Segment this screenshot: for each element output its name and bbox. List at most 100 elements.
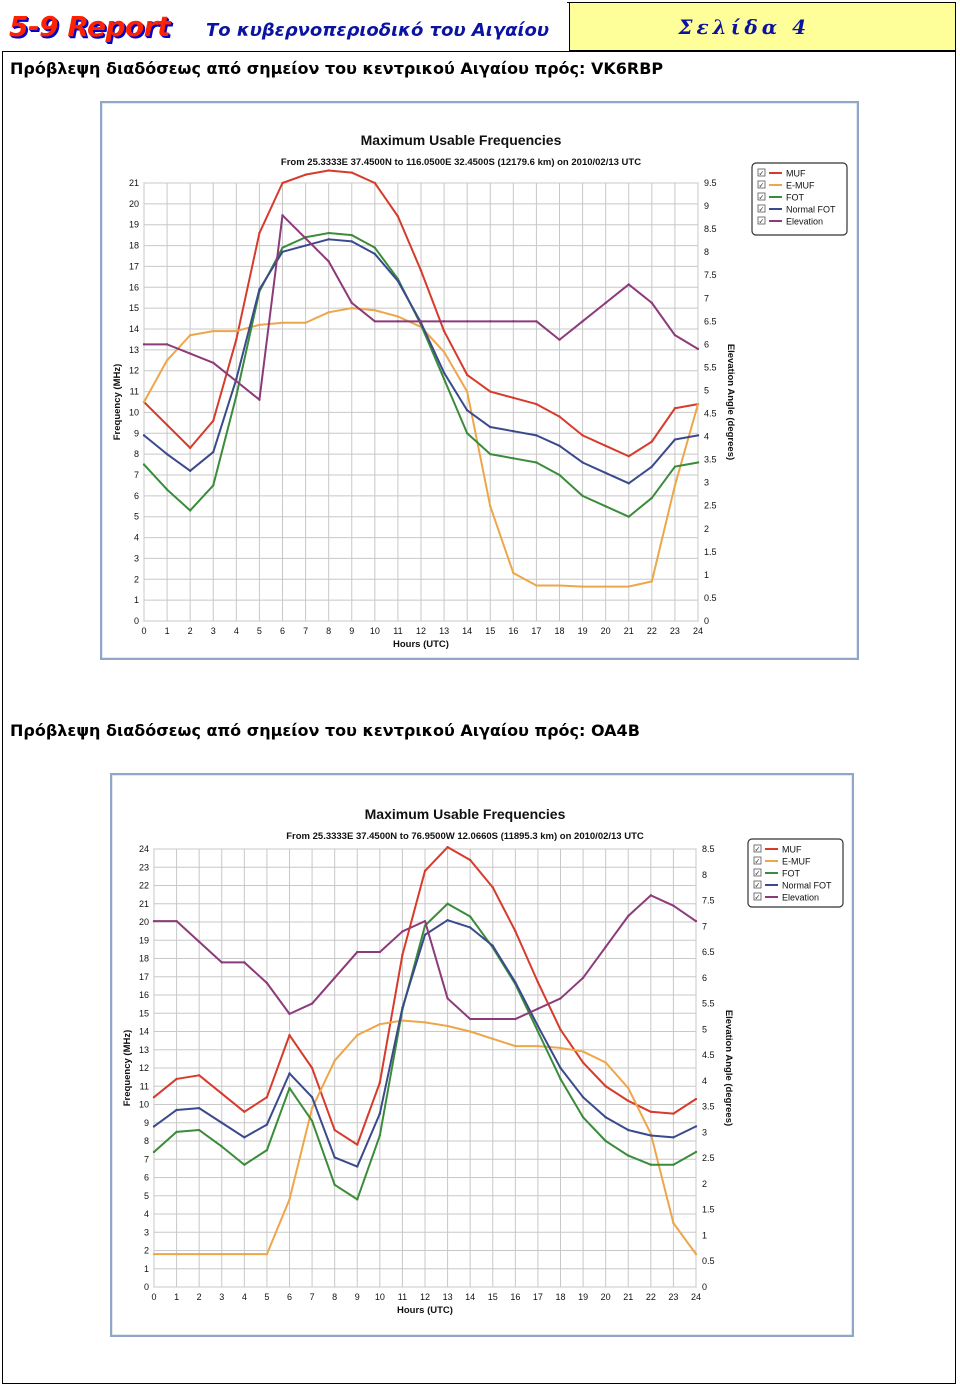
y2-axis-label: Elevation Angle (degrees) — [723, 1010, 734, 1126]
y-tick-label: 16 — [139, 990, 149, 1000]
data-point-muf — [581, 1061, 585, 1064]
data-point-muf — [243, 1110, 246, 1113]
y2-tick-label: 8 — [704, 247, 709, 257]
data-point-elevation — [558, 338, 561, 341]
y2-tick-label: 6.5 — [702, 947, 715, 957]
legend-check-icon: ✓ — [755, 858, 761, 866]
x-tick-label: 23 — [668, 1292, 678, 1302]
data-point-normal-fot — [304, 244, 307, 247]
data-point-fot — [581, 494, 584, 498]
data-point-elevation — [175, 919, 178, 923]
legend-box — [747, 838, 844, 908]
y2-tick-label: 4.5 — [704, 409, 717, 419]
data-point-normal-fot — [373, 252, 377, 256]
data-point-e-muf — [288, 1198, 291, 1201]
data-point-muf — [514, 929, 517, 933]
data-point-normal-fot — [446, 918, 449, 922]
y-tick-label: 21 — [129, 178, 139, 188]
legend-check-icon: ✓ — [755, 846, 761, 854]
legend-label: E-MUF — [782, 857, 811, 867]
data-point-fot — [627, 515, 630, 518]
y-tick-label: 6 — [134, 491, 139, 501]
data-point-muf — [152, 1096, 156, 1099]
page-header: 5-9 Report Το κυβερνοπεριοδικό του Αιγαί… — [2, 2, 956, 52]
data-point-elevation — [258, 398, 261, 401]
data-point-normal-fot — [288, 1072, 291, 1075]
legend-checkbox — [757, 216, 766, 225]
data-point-e-muf — [696, 402, 700, 406]
data-point-elevation — [649, 894, 653, 897]
data-point-normal-fot — [442, 371, 446, 374]
data-point-elevation — [581, 320, 584, 323]
x-axis-label: Hours (UTC) — [393, 639, 449, 650]
data-point-muf — [197, 1074, 201, 1077]
data-point-e-muf — [465, 390, 469, 393]
data-point-fot — [468, 915, 472, 918]
x-tick-label: 2 — [197, 1292, 202, 1302]
data-point-e-muf — [350, 306, 353, 310]
data-point-fot — [188, 509, 192, 512]
data-point-elevation — [142, 343, 146, 346]
data-point-e-muf — [142, 400, 146, 404]
data-point-normal-fot — [243, 1136, 246, 1139]
data-point-muf — [220, 1092, 223, 1095]
y2-tick-label: 8 — [702, 870, 707, 880]
data-point-fot — [142, 463, 146, 466]
data-point-elevation — [165, 343, 169, 346]
y-tick-label: 10 — [129, 407, 139, 417]
y-axis-label: Frequency (MHz) — [122, 1030, 133, 1107]
data-point-normal-fot — [559, 1066, 562, 1070]
data-point-normal-fot — [649, 1134, 653, 1137]
x-tick-label: 6 — [287, 1292, 292, 1302]
data-point-e-muf — [627, 585, 630, 588]
y-tick-label: 12 — [139, 1063, 149, 1073]
data-point-normal-fot — [265, 1123, 269, 1126]
y2-tick-label: 4 — [704, 432, 709, 442]
data-point-elevation — [423, 919, 427, 923]
legend-check-icon: ✓ — [759, 206, 765, 214]
data-point-e-muf — [152, 1252, 156, 1256]
y2-tick-label: 3 — [704, 478, 709, 488]
magazine-subtitle: Το κυβερνοπεριοδικό του Αιγαίου — [206, 20, 549, 41]
data-point-elevation — [373, 320, 377, 323]
legend-box — [751, 162, 848, 236]
legend-checkbox — [753, 892, 762, 901]
data-point-muf — [604, 444, 607, 447]
data-point-normal-fot — [175, 1108, 178, 1112]
page-number-label: Σελίδα 4 — [678, 15, 810, 39]
data-point-elevation — [396, 320, 400, 323]
data-point-muf — [281, 181, 284, 185]
y2-tick-label: 5 — [702, 1024, 707, 1034]
data-point-e-muf — [442, 350, 446, 354]
data-point-muf — [581, 434, 584, 437]
data-point-elevation — [304, 237, 307, 240]
x-tick-label: 3 — [211, 626, 216, 636]
data-point-normal-fot — [281, 250, 284, 254]
data-point-muf — [446, 845, 449, 849]
data-point-e-muf — [188, 334, 192, 337]
x-tick-label: 18 — [554, 626, 564, 636]
x-tick-label: 10 — [370, 626, 380, 636]
y2-tick-label: 3.5 — [704, 455, 717, 465]
x-tick-label: 1 — [174, 1292, 179, 1302]
x-tick-label: 20 — [601, 1292, 611, 1302]
data-point-normal-fot — [378, 1112, 382, 1115]
header-left: 5-9 Report Το κυβερνοπεριοδικό του Αιγαί… — [2, 2, 567, 51]
data-point-normal-fot — [581, 1096, 585, 1099]
data-point-muf — [627, 455, 630, 458]
data-point-e-muf — [468, 1030, 472, 1033]
y-tick-label: 1 — [144, 1264, 149, 1274]
data-point-normal-fot — [627, 482, 630, 485]
x-tick-label: 20 — [601, 626, 611, 636]
data-point-elevation — [581, 976, 585, 980]
y-tick-label: 6 — [144, 1173, 149, 1183]
y2-tick-label: 7 — [704, 293, 709, 303]
data-point-e-muf — [281, 321, 284, 324]
data-point-normal-fot — [535, 434, 538, 437]
data-point-muf — [649, 1110, 653, 1113]
y2-tick-label: 9 — [704, 201, 709, 211]
x-tick-label: 21 — [624, 626, 634, 636]
data-point-normal-fot — [627, 1128, 630, 1132]
data-point-muf — [694, 1097, 698, 1101]
legend-checkbox — [753, 880, 762, 889]
